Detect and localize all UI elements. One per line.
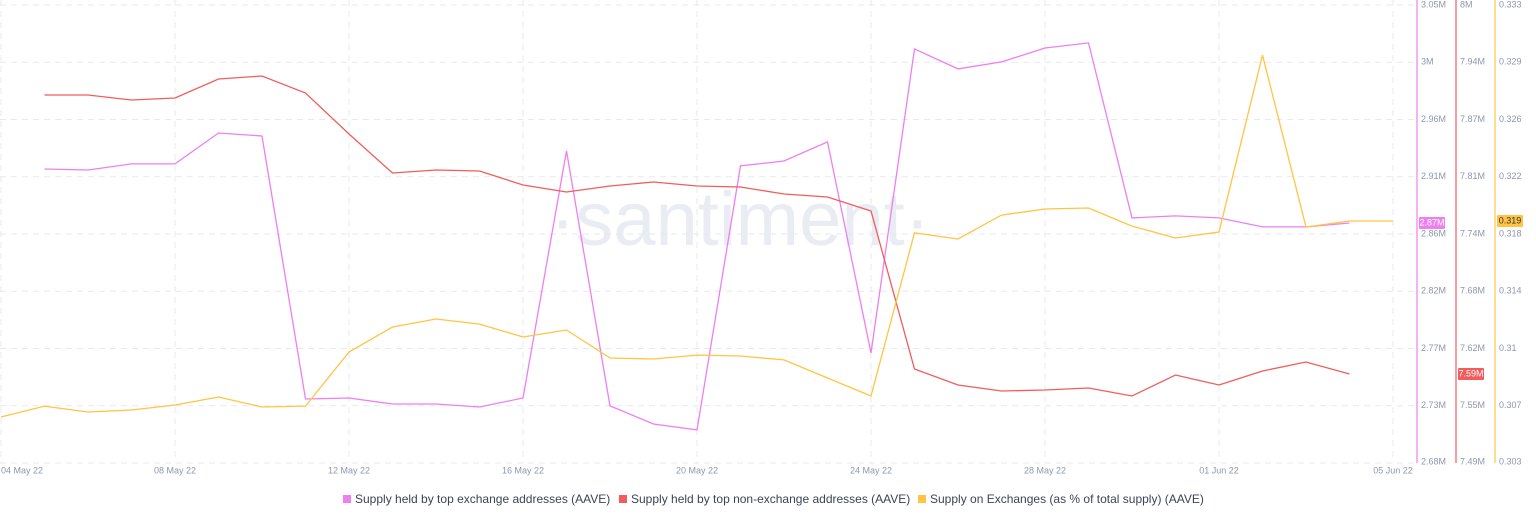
series-line	[44, 42, 1350, 431]
y-tick-label: 2.86M	[1421, 228, 1446, 238]
x-tick-label: 01 Jun 22	[1199, 465, 1239, 475]
y-tick-label: 2.91M	[1421, 171, 1446, 181]
badge-bg	[1497, 215, 1523, 228]
y-tick-label: 0.31	[1499, 343, 1517, 353]
y-tick-label: 0.307	[1499, 400, 1522, 410]
y-tick-label: 2.73M	[1421, 400, 1446, 410]
y-tick-label: 0.333	[1499, 0, 1522, 9]
legend-label: Supply held by top exchange addresses (A…	[355, 492, 610, 506]
x-tick-label: 20 May 22	[676, 465, 718, 475]
x-tick-label: 04 May 22	[1, 465, 43, 475]
x-tick-label: 24 May 22	[850, 465, 892, 475]
y-tick-label: 2.82M	[1421, 286, 1446, 296]
legend-swatch	[918, 495, 926, 503]
x-tick-label: 16 May 22	[502, 465, 544, 475]
last-value-badge: 0.319	[1497, 215, 1523, 228]
x-tick-label: 28 May 22	[1024, 465, 1066, 475]
last-value-badge: 2.87M	[1419, 216, 1445, 229]
legend-label: Supply on Exchanges (as % of total suppl…	[930, 492, 1204, 506]
y-tick-label: 7.68M	[1460, 286, 1485, 296]
badge-label: 2.87M	[1419, 217, 1444, 227]
y-tick-label: 7.94M	[1460, 57, 1485, 67]
y-tick-label: 8M	[1460, 0, 1473, 9]
badge-bg	[1419, 216, 1445, 229]
y-tick-label: 0.329	[1499, 57, 1522, 67]
badge-label: 7.59M	[1458, 368, 1483, 378]
x-tick-label: 12 May 22	[328, 465, 370, 475]
legend-label: Supply held by top non-exchange addresse…	[631, 492, 910, 506]
y-tick-label: 0.326	[1499, 114, 1522, 124]
y-tick-label: 2.77M	[1421, 343, 1446, 353]
badge-bg	[1458, 368, 1484, 381]
y-tick-label: 0.314	[1499, 286, 1522, 296]
y-tick-label: 3M	[1421, 57, 1434, 67]
x-tick-label: 08 May 22	[154, 465, 196, 475]
y-tick-label: 2.68M	[1421, 456, 1446, 466]
badge-label: 0.319	[1499, 215, 1522, 225]
y-tick-label: 7.74M	[1460, 228, 1485, 238]
series-line	[44, 75, 1350, 397]
watermark: ·santiment·	[550, 177, 930, 262]
y-tick-label: 0.303	[1499, 456, 1522, 466]
y-tick-label: 3.05M	[1421, 0, 1446, 9]
x-tick-label: 05 Jun 22	[1373, 465, 1413, 475]
legend-swatch	[343, 495, 351, 503]
y-tick-label: 0.322	[1499, 171, 1522, 181]
y-tick-label: 7.87M	[1460, 114, 1485, 124]
y-tick-label: 0.318	[1499, 228, 1522, 238]
series-line	[0, 54, 1393, 418]
y-tick-label: 7.55M	[1460, 400, 1485, 410]
y-tick-label: 7.62M	[1460, 343, 1485, 353]
y-tick-label: 7.81M	[1460, 171, 1485, 181]
y-tick-label: 7.49M	[1460, 456, 1485, 466]
legend-swatch	[619, 495, 627, 503]
y-tick-label: 2.96M	[1421, 114, 1446, 124]
last-value-badge: 7.59M	[1458, 368, 1484, 381]
legend: Supply held by top exchange addresses (A…	[343, 492, 1204, 506]
